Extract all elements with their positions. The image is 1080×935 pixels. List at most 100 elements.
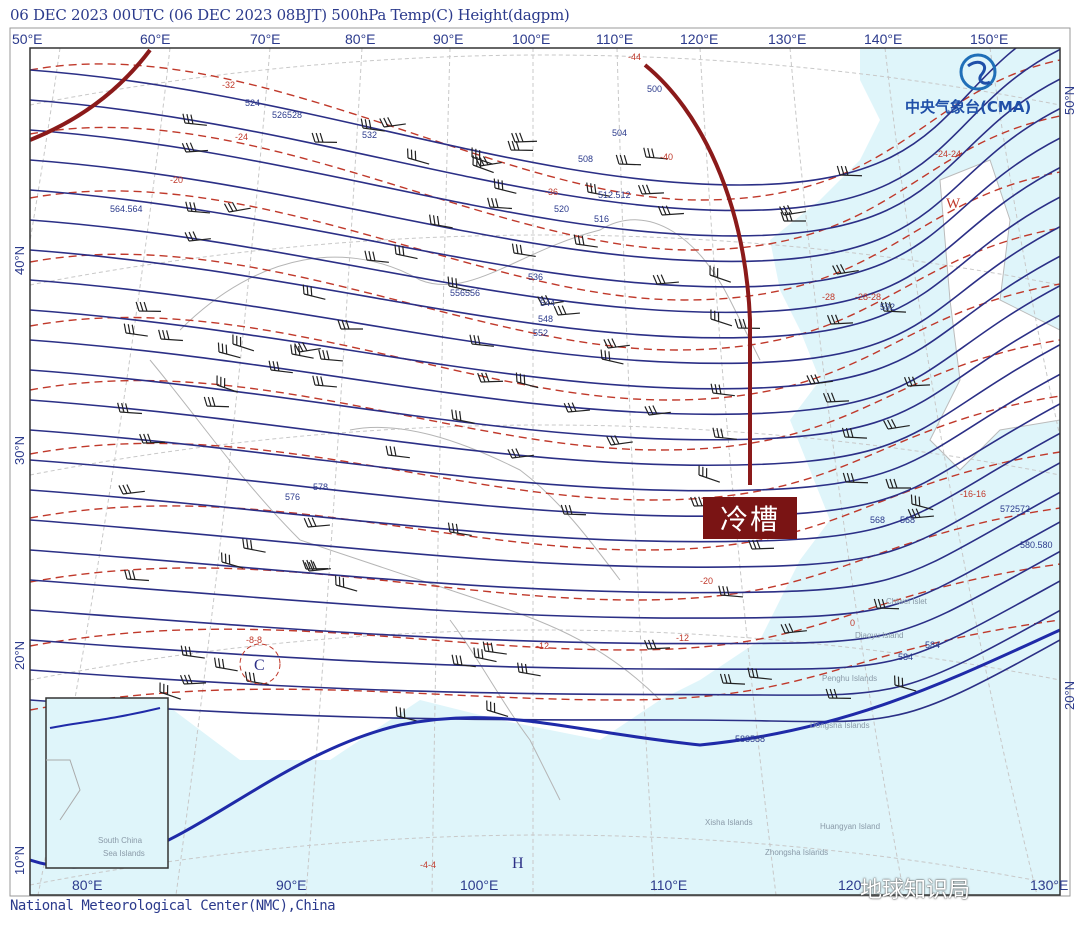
height-contour	[30, 580, 1060, 671]
height-label: 508	[578, 154, 593, 164]
wind-barb-shaft	[451, 654, 476, 668]
wind-barb	[511, 132, 538, 143]
island-label: Xisha Islands	[705, 818, 753, 827]
island-label: Huangyan Island	[820, 822, 880, 831]
lat-label: 30°N	[12, 436, 27, 465]
wind-barb-shaft	[507, 140, 534, 151]
wind-barb	[232, 334, 255, 352]
meridian	[175, 48, 271, 895]
wind-barb	[893, 675, 917, 692]
wind-barb-shaft	[469, 334, 494, 347]
meridian	[37, 48, 171, 895]
wind-barb-shaft	[873, 598, 900, 610]
wind-barb	[429, 214, 453, 229]
right-latitude-axis: 50°N 20°N	[1062, 86, 1077, 710]
lat-label: 50°N	[1062, 86, 1077, 115]
wind-barb-shaft	[302, 559, 329, 570]
wind-barb	[379, 117, 406, 128]
isotherm	[30, 171, 1060, 301]
wind-barb-shaft	[123, 323, 148, 337]
wind-barb-shaft	[553, 305, 580, 316]
wind-barb	[302, 284, 326, 300]
wind-barb-shaft	[563, 402, 590, 413]
isotherm	[30, 59, 1060, 201]
wind-barb-shaft	[644, 405, 671, 416]
wind-barb	[477, 372, 504, 383]
height-label: 588588	[735, 734, 765, 744]
wind-barb-shaft	[334, 575, 358, 592]
wind-barb	[880, 301, 907, 313]
bottom-longitude-axis: 80°E 90°E 100°E 110°E 120 130°E	[72, 877, 1068, 893]
height-contour	[30, 432, 1060, 543]
wind-barb	[182, 113, 207, 126]
wind-barb	[644, 405, 671, 416]
wind-barb	[515, 372, 539, 389]
height-contour	[30, 521, 1060, 619]
wind-barb	[907, 508, 934, 519]
height-label: 536	[528, 272, 543, 282]
wind-barb	[475, 156, 502, 167]
lon-label: 130°E	[768, 31, 806, 47]
lat-label: 40°N	[12, 246, 27, 275]
graticule	[30, 48, 1060, 895]
footer-credit: National Meteorological Center(NMC),Chin…	[10, 898, 336, 914]
height-label: 564.564	[110, 204, 143, 214]
island-label: Dongsha Islands	[810, 721, 870, 730]
wind-barb-shaft	[903, 376, 931, 387]
wind-barb	[903, 376, 931, 387]
wind-barb-shaft	[117, 402, 142, 415]
wind-barb-shaft	[907, 508, 934, 519]
wind-barb	[360, 118, 385, 132]
wind-barb-shaft	[822, 392, 850, 403]
wind-barb	[203, 396, 230, 408]
height-contour	[30, 255, 1060, 390]
cold-center-isotherm	[239, 643, 281, 685]
wind-barb	[747, 667, 772, 680]
height-label: 524	[245, 98, 260, 108]
wind-barb	[469, 334, 494, 347]
wind-barb	[334, 575, 358, 592]
wind-barb-shaft	[223, 201, 251, 213]
height-label: 504	[612, 128, 627, 138]
high-pressure-marker: H	[512, 855, 524, 872]
wind-barb	[652, 274, 679, 285]
height-contour	[30, 609, 1060, 697]
height-label: 526528	[272, 110, 302, 120]
wind-barb-shaft	[214, 657, 238, 672]
wind-barb-shaft	[836, 165, 863, 177]
wind-barb-shaft	[657, 205, 684, 216]
temp-label: -44	[628, 52, 641, 62]
wind-barb	[657, 205, 684, 216]
wind-barb-shaft	[360, 118, 385, 132]
wind-barb-shaft	[779, 205, 806, 216]
height-label: 520	[554, 204, 569, 214]
height-contour	[30, 639, 1060, 723]
wind-barb-shaft	[573, 234, 598, 248]
height-label: 500	[647, 84, 662, 94]
meridian	[305, 48, 363, 895]
wind-barb-shaft	[242, 538, 266, 553]
lon-label: 100°E	[512, 31, 550, 47]
wind-barb	[472, 155, 494, 174]
height-label: 516	[594, 214, 609, 224]
wind-barb	[719, 673, 746, 685]
wind-barb-shaft	[709, 265, 731, 283]
wind-barb	[493, 178, 517, 194]
map-frame	[29, 47, 1061, 896]
wind-barb-shaft	[826, 314, 854, 325]
wind-barb	[643, 147, 668, 160]
wind-barb-shaft	[842, 472, 869, 484]
lon-label: 80°E	[72, 877, 103, 893]
temp-label: -24	[235, 132, 248, 142]
wind-barb	[318, 349, 343, 362]
wind-barb-shaft	[511, 132, 538, 143]
lon-label: 120°E	[680, 31, 718, 47]
cold-center-marker: C	[254, 657, 265, 674]
cold-trough-label: 冷槽	[703, 497, 797, 539]
left-latitude-axis: 40°N 30°N 20°N 10°N	[12, 246, 27, 875]
wind-barb	[511, 243, 536, 258]
temp-label: -36	[545, 187, 558, 197]
wind-barb	[451, 654, 476, 668]
wind-barb-shaft	[447, 276, 471, 292]
wind-barb-shaft	[184, 231, 211, 242]
